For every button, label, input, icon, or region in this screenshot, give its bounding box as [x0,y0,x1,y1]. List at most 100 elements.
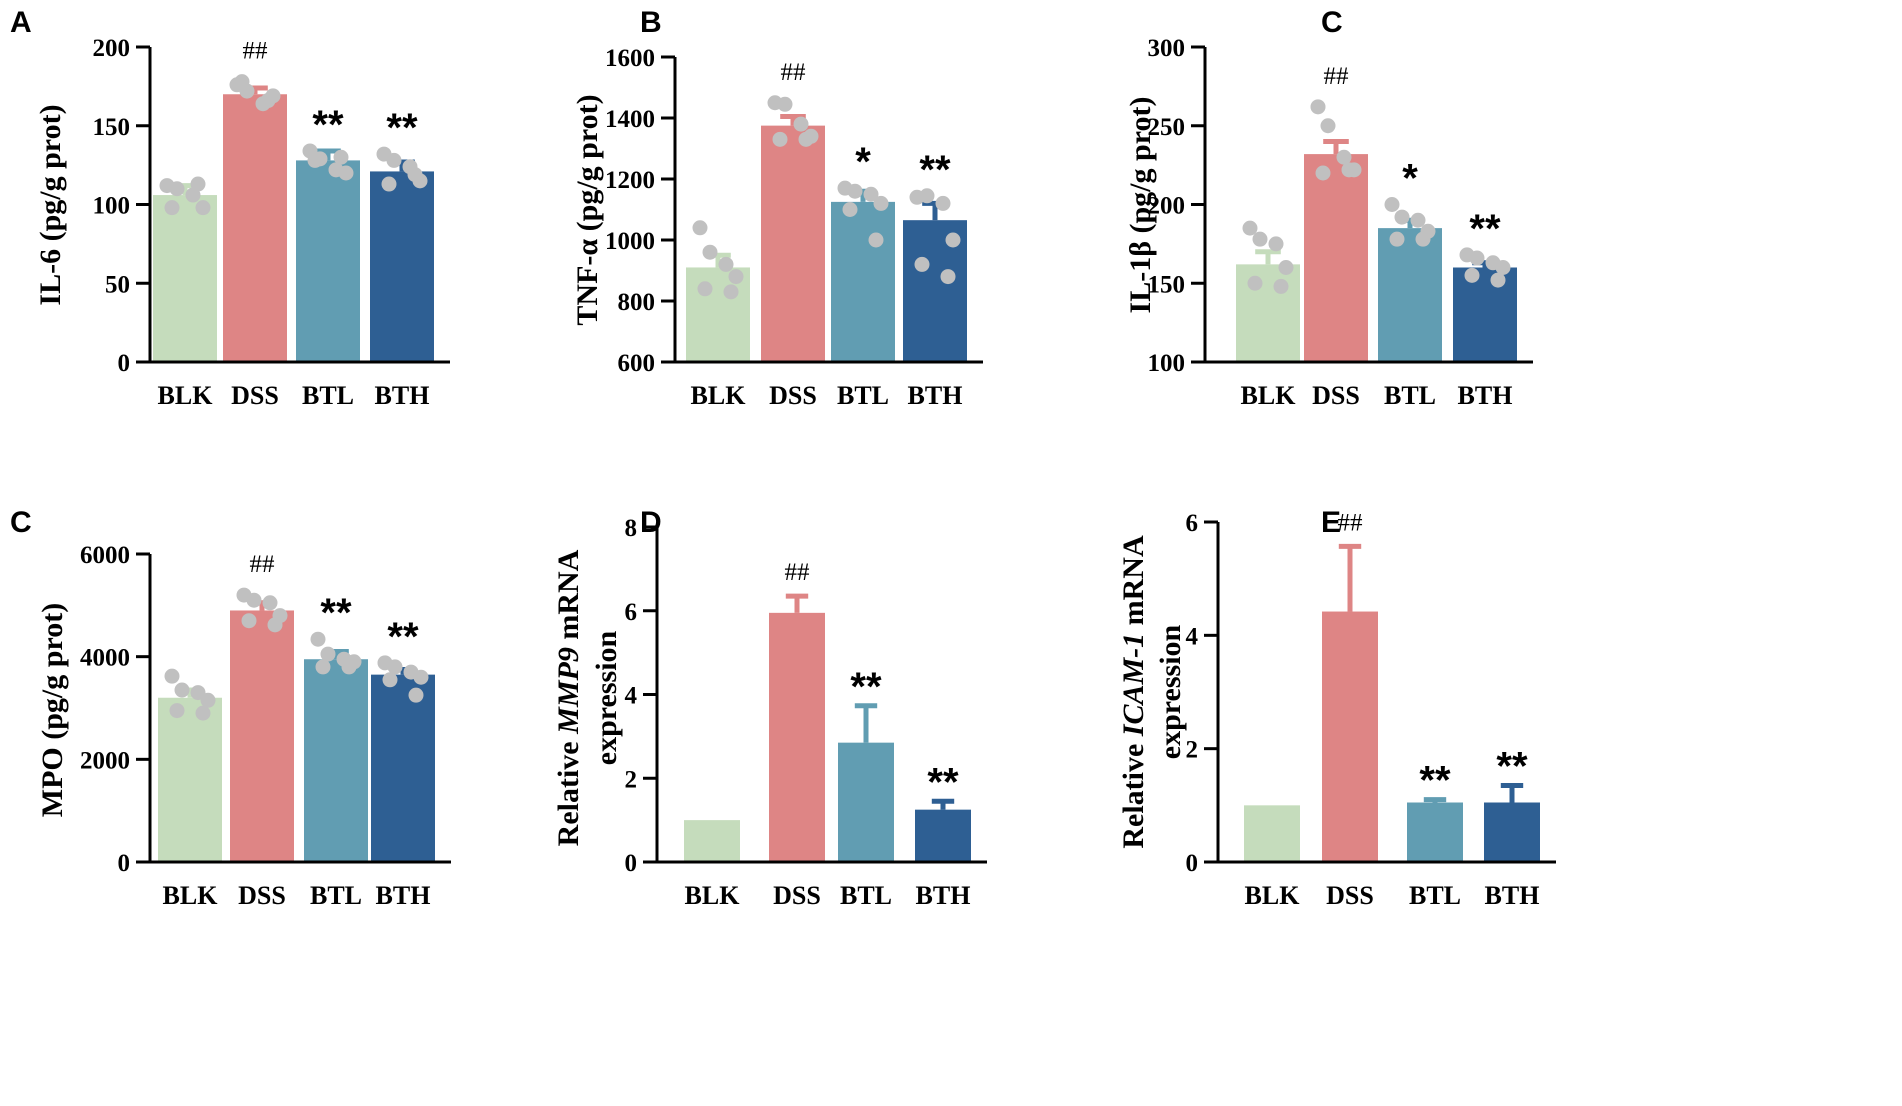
significance-label: ## [1338,509,1364,536]
y-tick-label: 4 [1186,623,1199,650]
data-point [241,613,257,629]
data-point [341,659,357,675]
data-point [1394,209,1410,225]
data-point [1315,165,1331,181]
significance-label: ** [919,148,951,192]
x-tick-label: BLK [685,881,741,910]
data-point [1415,231,1431,247]
y-tick-label: 0 [1186,850,1199,877]
data-point [164,200,180,216]
x-tick-label: BTL [310,881,362,910]
data-point [718,256,734,272]
chart-panel-4: C ## ** ** 0 2000 4000 6000 BLK DSS BTL BTH MPO (pg/… [10,506,451,910]
data-point [260,93,276,109]
x-tick-label: BLK [163,881,219,910]
x-tick-label: BTH [375,381,430,410]
y-axis-title-part: Relative [1117,736,1150,848]
panel-letter: C [10,506,32,539]
x-tick-label: DSS [238,881,286,910]
bar-bth [371,674,435,862]
data-point [195,705,211,721]
bar-dss [230,610,294,862]
data-point [1389,231,1405,247]
data-point [723,284,739,300]
bar-btl [1378,228,1442,362]
data-point [1278,260,1294,275]
data-point [174,682,190,698]
data-point [1410,212,1426,228]
panel-letter: B [640,6,662,39]
chart-panel-1: A ## ** ** 0 50 100 150 200 BLK DSS BTL BTH IL-6 (pg/… [10,6,450,410]
chart-panel-6: E## ** ** 0 2 4 6 BLK DSS BTL BTH Relative ICAM-1 m… [1117,506,1556,910]
y-tick-label: 300 [1148,35,1186,62]
x-tick-label: BTL [840,881,892,910]
data-point [919,188,935,204]
significance-label: ## [785,559,811,586]
data-point [935,195,951,211]
bar-btl [296,160,360,362]
bar-bth [1484,802,1540,862]
bar-bth [370,171,434,362]
data-point [940,269,956,285]
x-tick-label: BTL [837,381,889,410]
bar-blk [153,195,217,362]
significance-label: * [855,140,871,184]
data-point [381,176,397,192]
data-point [842,202,858,217]
significance-label: ## [1324,63,1350,90]
y-axis-title: IL-1β (pg/g prot) [1124,97,1157,314]
y-tick-label: 6 [625,599,638,626]
significance-label: ** [1419,759,1451,803]
bar-bth [915,809,971,862]
data-point [692,220,708,236]
y-tick-label: 200 [93,35,131,62]
significance-label: ## [243,38,269,65]
y-axis-title-gene: ICAM-1 [1117,633,1150,737]
y-tick-label: 800 [618,289,656,316]
y-tick-label: 2000 [80,747,130,774]
significance-label: ## [781,59,807,86]
data-point [320,646,336,662]
y-tick-label: 0 [118,350,131,377]
data-point [914,256,930,272]
data-point [200,692,216,708]
y-tick-label: 100 [93,193,131,220]
significance-label: ** [927,760,959,804]
x-tick-label: BTH [1485,881,1540,910]
x-tick-label: BTH [908,381,963,410]
y-axis-title-part: IL-1β (pg/g prot) [1124,97,1157,314]
data-point [408,687,424,703]
y-tick-label: 150 [1148,271,1186,298]
x-tick-label: BTH [1458,381,1513,410]
data-point [307,152,323,168]
y-axis-title-part: IL-6 (pg/g prot) [34,104,67,305]
bar-btl [304,659,368,862]
bar-blk [158,697,222,862]
significance-label: ** [320,591,352,635]
y-tick-label: 150 [93,114,131,141]
y-axis-title-gene: MMP9 [552,647,585,735]
data-point [267,617,283,633]
x-tick-label: BTH [916,881,971,910]
y-tick-label: 250 [1148,114,1186,141]
y-tick-label: 6 [1186,510,1199,537]
x-tick-label: DSS [1326,881,1374,910]
x-tick-label: BLK [691,381,747,410]
y-axis-title: TNF-α (pg/g prot) [571,94,604,325]
data-point [847,183,863,199]
data-point [702,244,718,260]
significance-label: ** [1496,745,1528,789]
data-point [1268,236,1284,252]
data-point [1336,149,1352,165]
data-point [169,703,185,719]
data-point [262,595,278,611]
bar-dss [769,612,825,862]
data-point [1247,275,1263,291]
significance-label: ** [312,103,344,147]
y-axis-title: MPO (pg/g prot) [36,603,69,817]
significance-label: * [1402,157,1418,201]
data-point [407,167,423,183]
data-point [413,669,429,685]
y-tick-label: 50 [105,271,130,298]
